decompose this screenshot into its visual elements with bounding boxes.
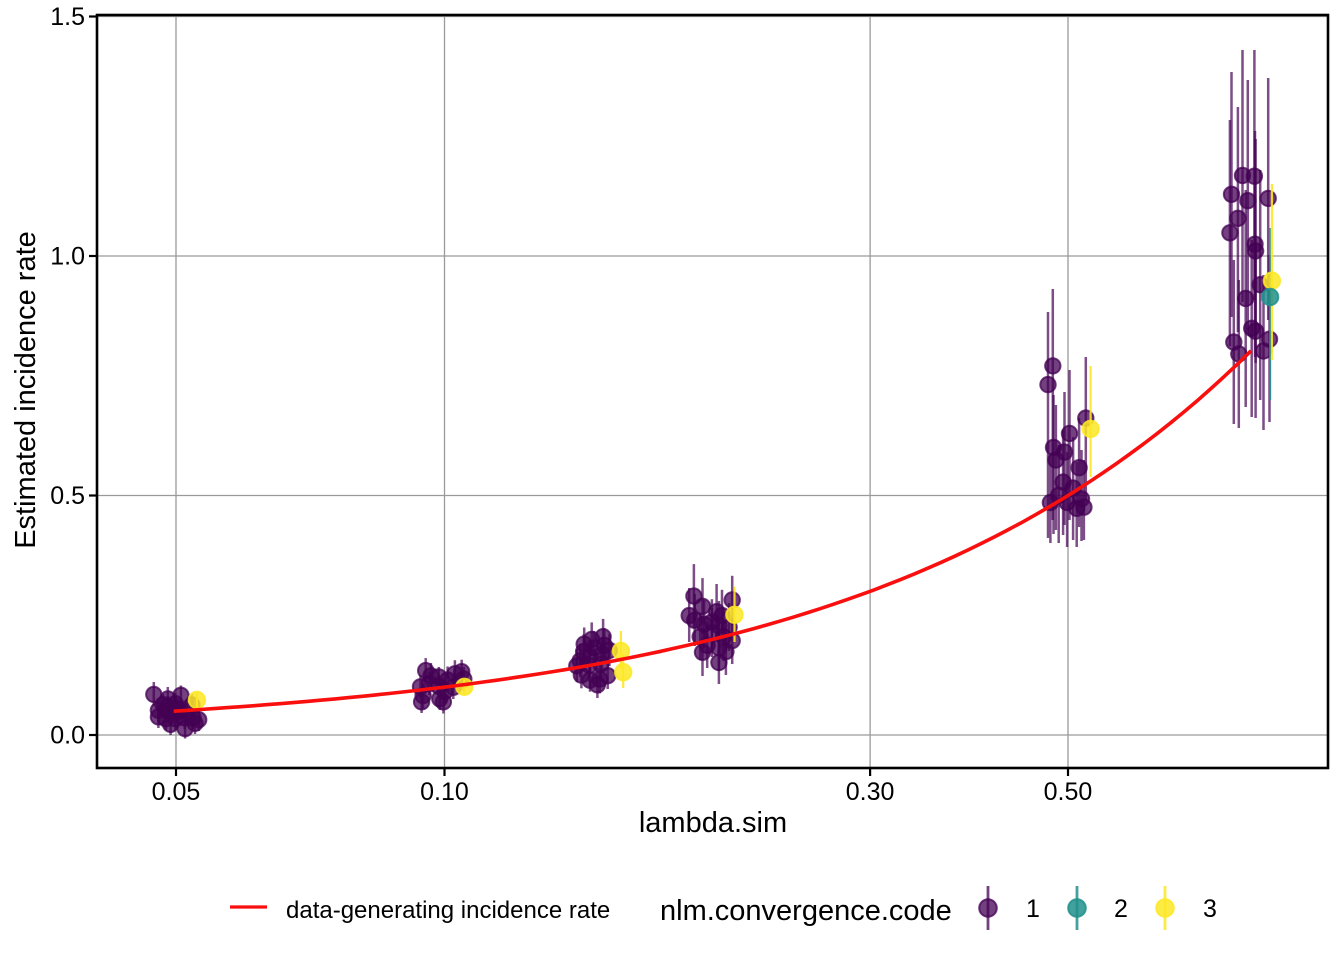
svg-text:0.50: 0.50 [1044, 778, 1093, 806]
svg-text:0.10: 0.10 [420, 778, 469, 806]
svg-text:data-generating incidence rate: data-generating incidence rate [286, 897, 610, 924]
svg-text:Estimated incidence rate: Estimated incidence rate [10, 231, 42, 549]
svg-text:lambda.sim: lambda.sim [639, 807, 787, 839]
svg-text:1.5: 1.5 [50, 3, 85, 31]
svg-text:nlm.convergence.code: nlm.convergence.code [660, 895, 952, 927]
svg-text:0.0: 0.0 [50, 722, 85, 750]
svg-text:2: 2 [1114, 895, 1128, 923]
svg-text:1.0: 1.0 [50, 243, 85, 271]
svg-text:1: 1 [1026, 895, 1040, 923]
svg-text:0.05: 0.05 [152, 778, 201, 806]
svg-text:0.5: 0.5 [50, 482, 85, 510]
svg-text:0.30: 0.30 [846, 778, 895, 806]
svg-text:3: 3 [1203, 895, 1217, 923]
